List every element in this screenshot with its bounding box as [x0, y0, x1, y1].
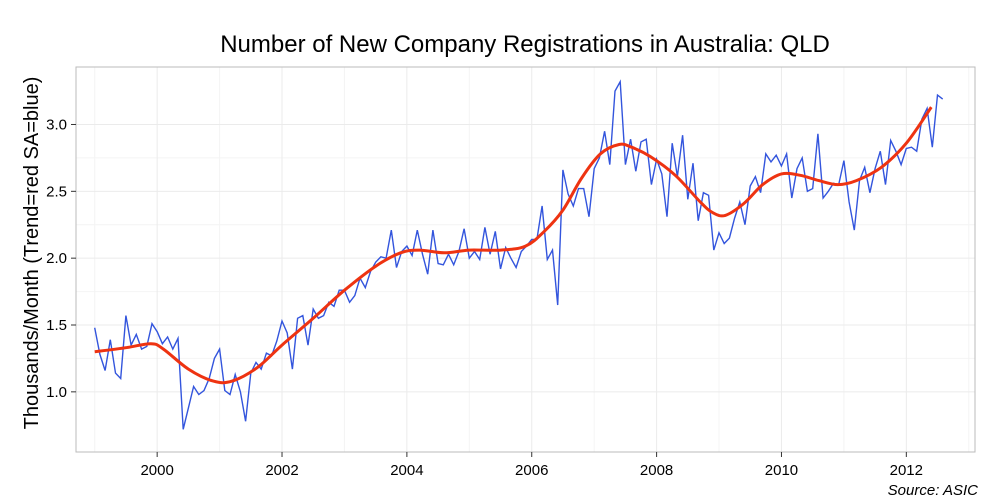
x-axis: 2000 2002 2004 2006 2008 2010 2012	[140, 452, 923, 479]
chart-title: Number of New Company Registrations in A…	[220, 31, 830, 58]
y-tick-label: 1.0	[46, 384, 67, 401]
y-tick-label: 2.5	[46, 183, 67, 200]
x-tick-label: 2006	[515, 462, 548, 479]
x-tick-label: 2010	[765, 462, 798, 479]
y-tick-label: 1.5	[46, 317, 67, 334]
y-tick-label: 2.0	[46, 250, 67, 267]
x-tick-label: 2004	[390, 462, 423, 479]
x-tick-label: 2012	[890, 462, 923, 479]
plot-panel	[75, 66, 976, 453]
y-axis: 1.0 1.5 2.0 2.5 3.0	[46, 116, 76, 401]
gridlines	[76, 67, 975, 452]
series-line-sa	[94, 79, 944, 430]
y-tick-label: 3.0	[46, 116, 67, 133]
source-note: Source: ASIC	[888, 482, 978, 499]
series-line-trend	[94, 106, 933, 385]
x-tick-label: 2008	[640, 462, 673, 479]
x-tick-label: 2002	[265, 462, 298, 479]
y-axis-label: Thousands/Month (Trend=red SA=blue)	[21, 77, 43, 430]
x-tick-label: 2000	[140, 462, 173, 479]
